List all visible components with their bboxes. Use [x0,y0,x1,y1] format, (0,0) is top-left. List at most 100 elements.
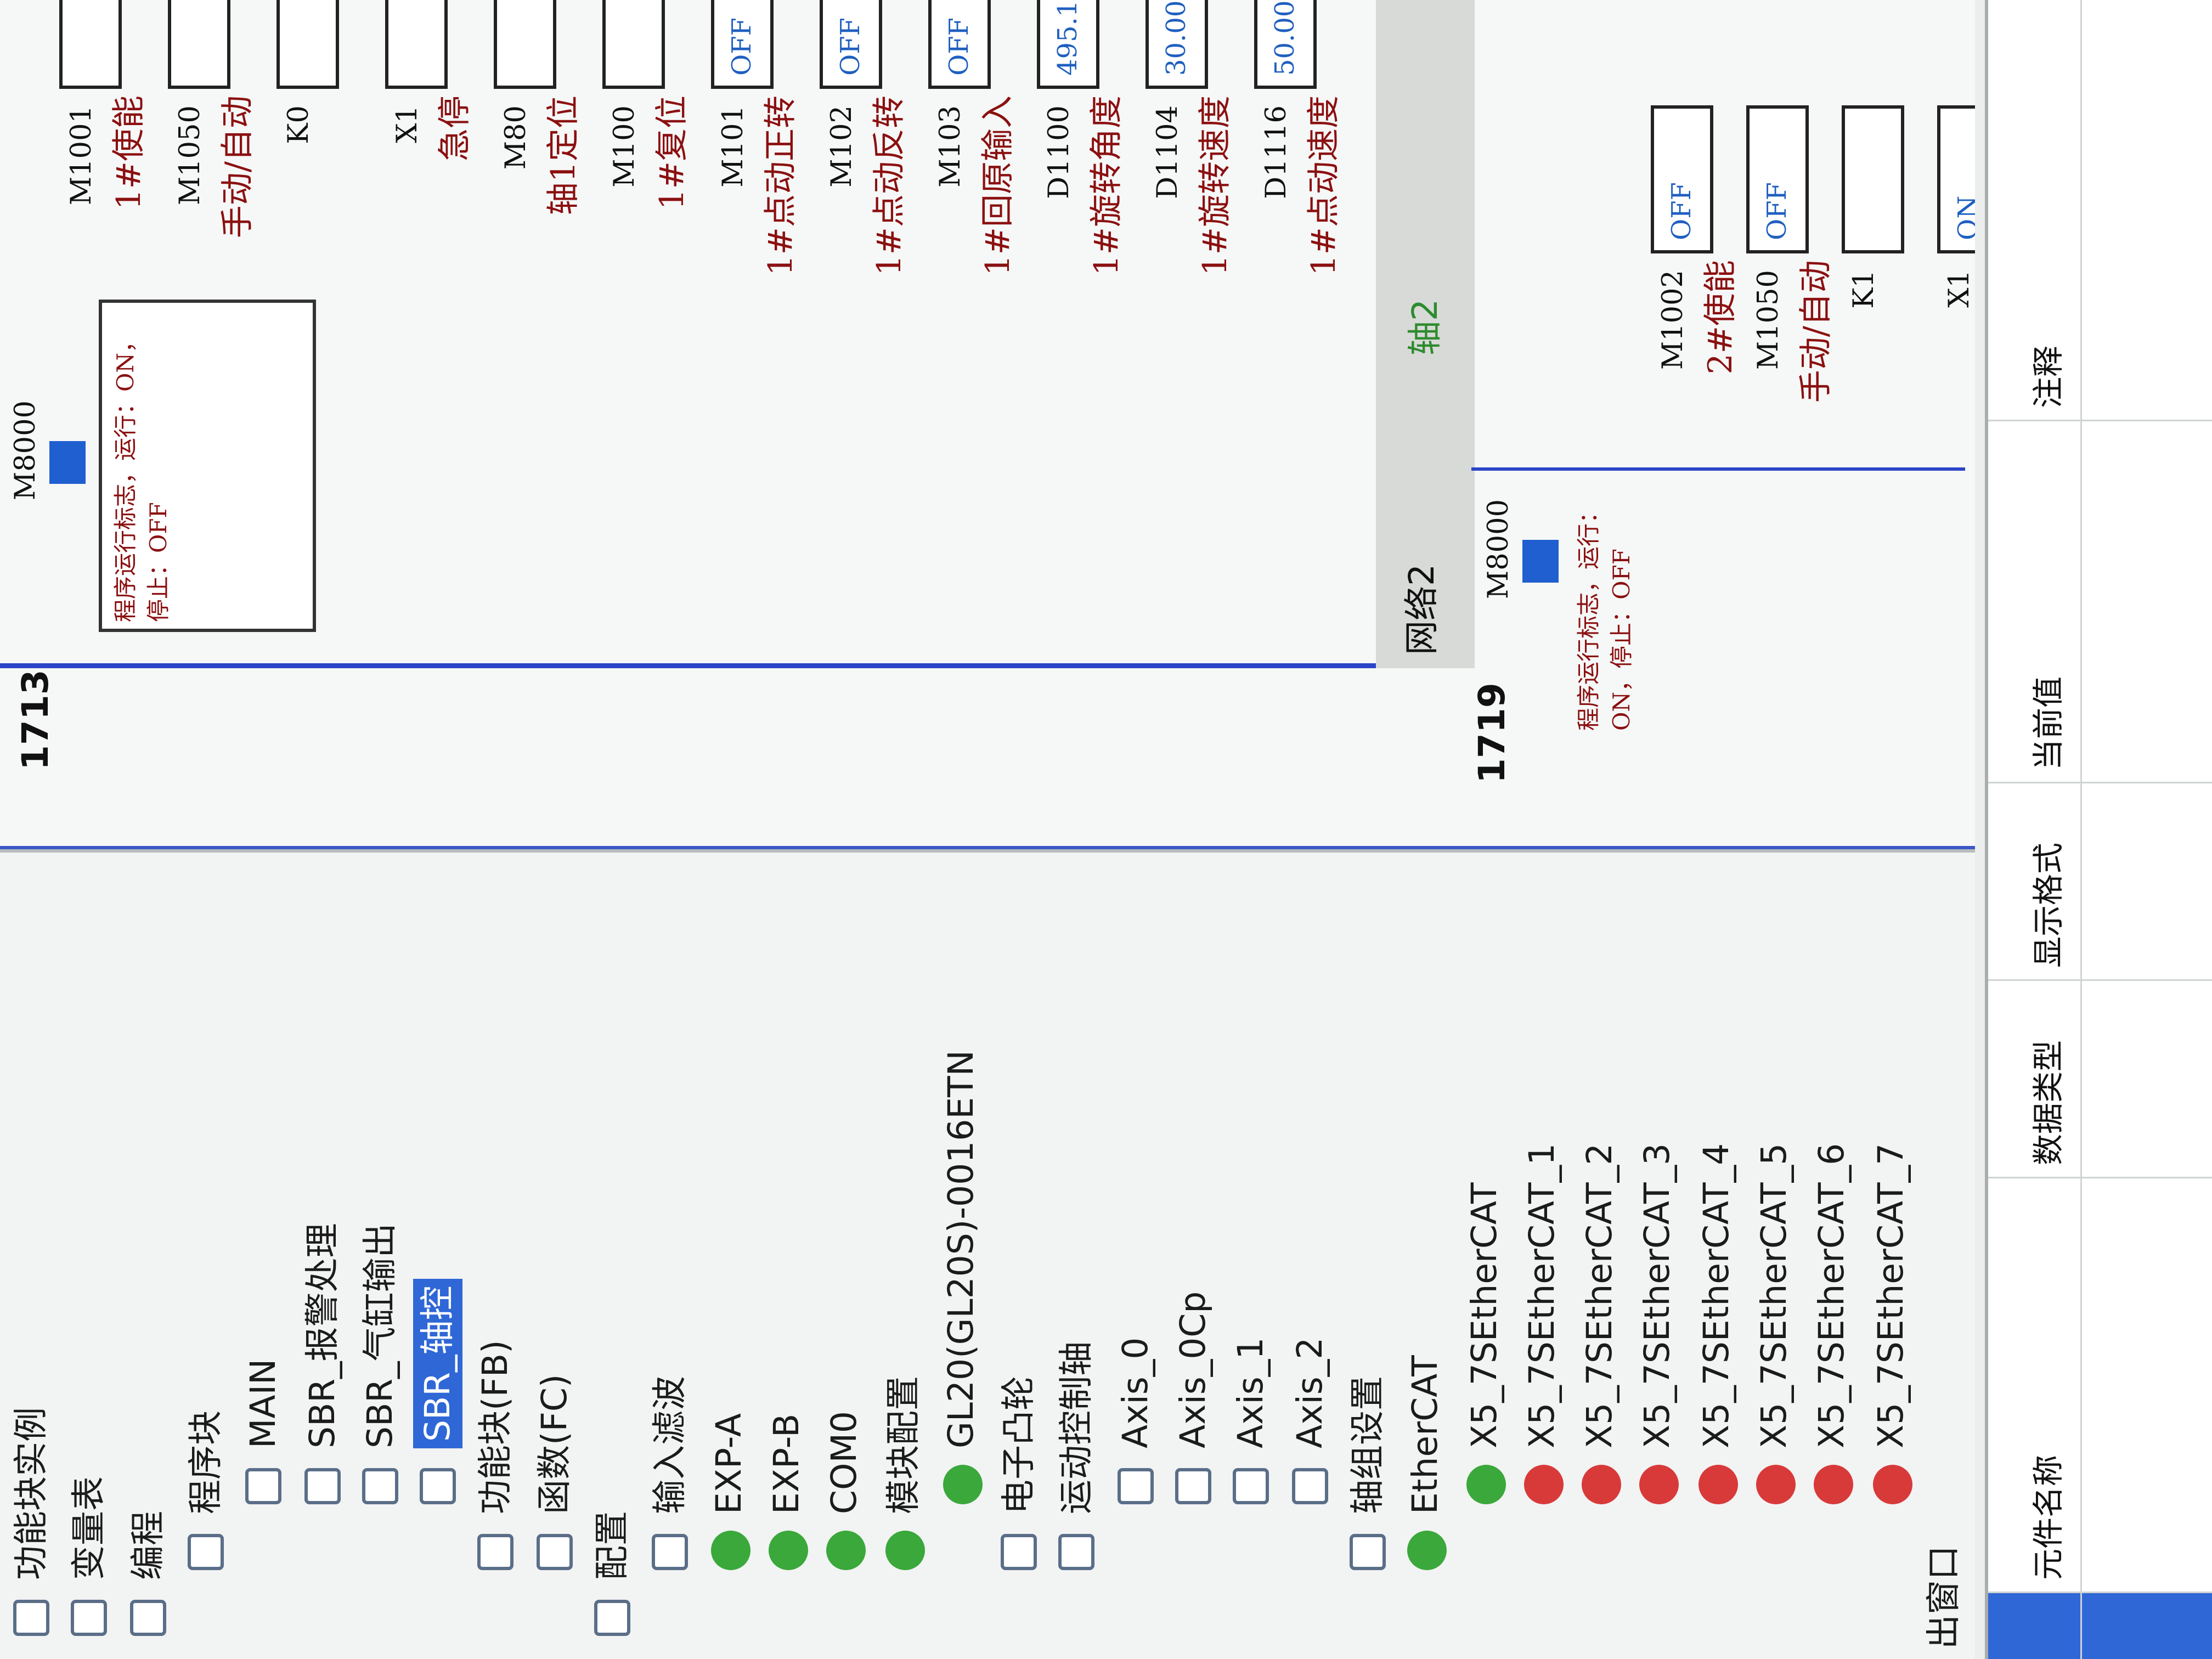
column-header[interactable]: 当前值 [2031,676,2067,770]
tree-icon [420,1468,456,1504]
tree-icon [1698,1465,1738,1504]
tree-item[interactable]: MAIN [244,1358,284,1448]
network-number: 1713 [16,669,58,770]
tree-icon [1117,1468,1154,1504]
tree-icon [768,1531,808,1570]
column-header[interactable]: 显示格式 [2031,842,2067,968]
tree-item[interactable]: 函数(FC) [534,1374,574,1514]
tree-icon [1059,1534,1096,1570]
tree-item[interactable]: X5_7SEtherCAT_3 [1638,1143,1678,1448]
tree-item[interactable]: X5_7SEtherCAT_4 [1696,1143,1736,1448]
tree-icon [1872,1465,1912,1504]
table-rule [2080,0,2082,1659]
tree-icon [1465,1465,1505,1504]
tree-item[interactable]: 电子凸轮 [999,1376,1039,1514]
tree-icon [1640,1465,1680,1504]
input-address: M80 [500,105,533,170]
input-box [276,0,339,89]
tree-item[interactable]: X5_7SEtherCAT_2 [1580,1143,1620,1448]
panel-title: 出窗口 [1924,1545,1963,1649]
input-name: 手动/自动 [217,95,257,239]
network-divider [1471,467,1965,471]
tree-item[interactable]: SBR_报警处理 [302,1223,342,1448]
input-address: M1050 [1753,270,1786,370]
tree-icon [1349,1534,1386,1570]
tree-item[interactable]: EtherCAT [1406,1355,1446,1514]
tree-icon [943,1465,983,1504]
tree-icon [71,1600,108,1636]
tree-item[interactable]: EXP-A [708,1413,748,1514]
tree-icon [536,1534,573,1570]
tree-item[interactable]: Axis_2 [1289,1337,1329,1448]
column-header[interactable]: 元件名称 [2031,1454,2067,1580]
tree-item[interactable]: X5_7SEtherCAT_5 [1754,1143,1794,1448]
tree-item[interactable]: Axis_0 [1115,1337,1155,1448]
tree-item[interactable]: 程序块 [185,1410,225,1514]
project-tree: 功能块实例 变量表 编程 程序块 MAIN SBR_报警处理 SBR_气缸输出 SBR_轴控功… [0,849,1975,1659]
tree-item[interactable]: X5_7SEtherCAT_6 [1812,1143,1852,1448]
tree-item[interactable]: 模块配置 [883,1376,923,1514]
column-rule [1988,1592,2212,1593]
input-box [385,0,448,89]
input-address: D1100 [1043,105,1076,199]
input-address: M101 [718,105,751,188]
input-name: 1#点动正转 [760,95,800,276]
input-box: ON [1937,105,1975,253]
input-name: 1#点动速度 [1304,95,1343,276]
input-box: 495.10 [1037,0,1099,89]
tree-item[interactable]: 配置 [592,1511,632,1580]
tree-item[interactable]: 输入滤波 [650,1376,690,1514]
input-name: 1#回原输入 [978,95,1017,276]
tree-item[interactable]: 功能块(FB) [476,1340,516,1514]
tree-item[interactable]: SBR_轴控 [413,1279,463,1448]
tree-item[interactable]: X5_7SEtherCAT [1464,1182,1504,1448]
column-rule [1988,420,2212,421]
tree-icon [710,1531,750,1570]
input-address: M1050 [174,105,207,206]
network-divider [0,663,1415,668]
tree-item[interactable]: Axis_0Cp [1173,1291,1213,1448]
contact-comment: 程序运行标志，运行：ON，停止：OFF [1577,500,1636,731]
tree-item[interactable]: 轴组设置 [1347,1376,1387,1514]
tree-item[interactable]: COM0 [825,1410,865,1514]
input-box: 30.0000 [1146,0,1208,89]
output-window: 元件名称 数据类型 显示格式 当前值 注释 [1985,0,2212,1659]
tree-icon [884,1531,924,1570]
tree-item[interactable]: 变量表 [69,1476,109,1580]
input-box: OFF [1746,105,1809,253]
tree-item[interactable]: X5_7SEtherCAT_7 [1870,1143,1910,1448]
tree-item[interactable]: 功能块实例 [12,1407,51,1580]
tree-icon [652,1534,689,1570]
tree-icon [1001,1534,1037,1570]
input-address: X1 [1944,270,1975,308]
tree-icon [129,1600,166,1636]
input-address: M103 [935,105,968,188]
contact-comment: 程序运行标志，运行：ON，停止：OFF [99,300,316,632]
column-header[interactable]: 数据类型 [2031,1040,2067,1165]
tree-item[interactable]: 编程 [127,1511,167,1580]
tree-icon [1582,1465,1622,1504]
tree-item[interactable]: SBR_气缸输出 [360,1223,400,1448]
tree-item[interactable]: X5_7SEtherCAT_1 [1522,1143,1562,1448]
tree-icon [245,1468,282,1504]
input-box: OFF [928,0,991,89]
rail [0,846,1975,849]
input-name: 2#使能 [1700,260,1740,375]
input-name: 1#旋转角度 [1086,95,1126,276]
tree-icon [362,1468,398,1504]
input-name: 1#旋转速度 [1195,95,1234,276]
tree-item[interactable]: GL20(GL20S)-0016ETN [941,1050,981,1448]
network-number: 1719 [1473,682,1514,783]
tree-item[interactable]: 运动控制轴 [1057,1341,1097,1514]
tree-item[interactable]: Axis_1 [1231,1337,1271,1448]
input-address: M102 [826,105,859,188]
tree-icon [303,1468,340,1504]
input-address: D1104 [1152,105,1185,199]
column-header[interactable]: 注释 [2031,345,2067,408]
input-name: 轴1定位 [543,95,583,216]
contact [1522,540,1559,583]
tree-item[interactable]: EXP-B [766,1413,806,1514]
input-box [59,0,122,89]
